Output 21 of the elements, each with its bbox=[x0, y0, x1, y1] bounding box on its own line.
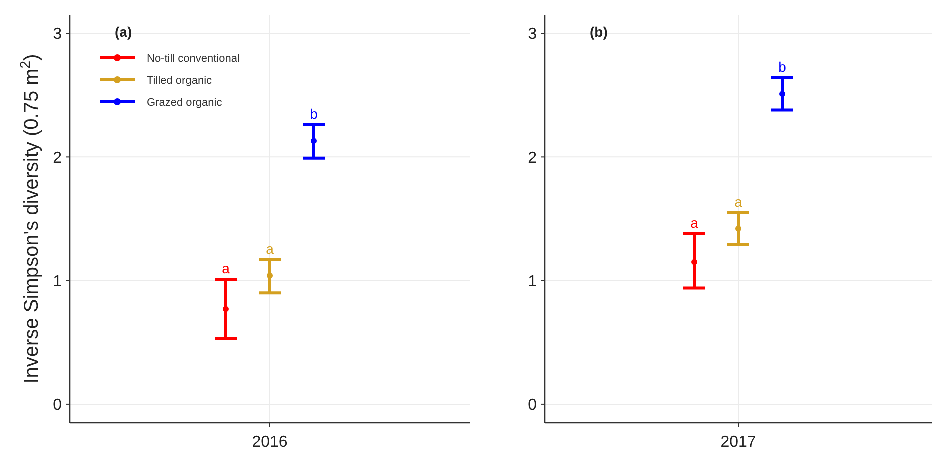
y-tick-label: 0 bbox=[528, 397, 538, 414]
legend-label: Grazed organic bbox=[147, 96, 223, 109]
text: (b) bbox=[590, 24, 608, 40]
legend-label: No-till conventional bbox=[147, 52, 240, 65]
annotation: b bbox=[310, 106, 318, 122]
y-tick-label: 3 bbox=[53, 26, 62, 44]
text: (a) bbox=[115, 24, 132, 40]
y-tick-label: 1 bbox=[53, 273, 62, 290]
y-tick-label: 1 bbox=[528, 273, 538, 290]
annotation: a bbox=[266, 240, 274, 257]
legend-label: Tilled organic bbox=[147, 74, 213, 87]
x-tick-label: 2017 bbox=[720, 434, 756, 451]
y-tick-label: 0 bbox=[53, 397, 62, 414]
annotation: b bbox=[778, 59, 787, 76]
y-tick-label: 2 bbox=[528, 150, 538, 167]
annotation: a bbox=[222, 260, 230, 277]
x-tick-label: 2016 bbox=[252, 434, 288, 451]
y-tick-label: 3 bbox=[528, 26, 538, 44]
y-tick-label: 2 bbox=[53, 150, 62, 167]
annotation: a bbox=[734, 194, 743, 210]
annotation: a bbox=[690, 214, 699, 231]
